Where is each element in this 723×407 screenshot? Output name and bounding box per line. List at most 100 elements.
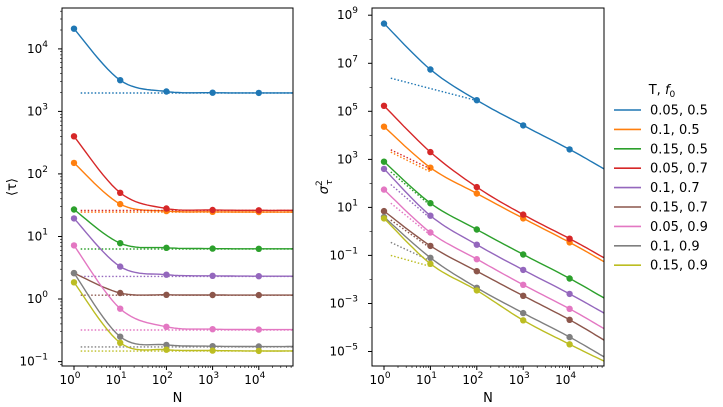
series-0.15-0.9	[380, 215, 604, 362]
data-point	[117, 305, 124, 312]
y-tick-label: 101	[27, 227, 48, 243]
y-tick-label: 103	[27, 102, 48, 118]
data-point	[427, 254, 434, 261]
data-point	[70, 215, 78, 222]
data-point	[163, 205, 170, 212]
data-point	[427, 148, 434, 156]
data-point	[117, 263, 124, 270]
data-point	[520, 317, 527, 324]
legend-entry: 0.15, 0.9	[614, 259, 708, 274]
data-point	[209, 272, 216, 279]
data-point	[520, 292, 527, 299]
data-point	[520, 266, 527, 274]
data-point	[255, 273, 262, 280]
data-point	[520, 281, 527, 288]
data-point	[566, 316, 573, 323]
legend-label: 0.05, 0.9	[650, 220, 708, 235]
data-point	[70, 133, 78, 140]
data-point	[380, 186, 388, 193]
series-line	[73, 162, 293, 213]
data-point	[255, 207, 262, 214]
plot-area	[70, 25, 293, 355]
data-point	[427, 164, 434, 171]
data-point	[70, 269, 78, 277]
legend-label: 0.1, 0.9	[650, 239, 700, 254]
data-point	[117, 333, 124, 340]
data-point	[163, 88, 170, 95]
data-point	[520, 211, 527, 218]
data-point	[70, 25, 78, 32]
right-panel: 100 101 102 103 104 10−5 10−3 10−1 101 103 105 107 1…	[315, 6, 605, 406]
data-point	[380, 20, 388, 27]
data-point	[70, 206, 78, 213]
data-point	[473, 226, 480, 233]
y-tick-label: 103	[337, 150, 358, 166]
series-0.05-0.5	[70, 25, 293, 97]
y-axis-label: σ2τ	[315, 179, 335, 194]
asymptote-line	[390, 219, 431, 249]
axes: 100 101 102 103 104 10−1 100 101 102 103 104 N ⟨τ⟩	[5, 7, 294, 406]
data-point	[427, 66, 434, 73]
series-line	[383, 217, 604, 362]
data-point	[520, 251, 527, 258]
series-0.05-0.7	[380, 102, 604, 259]
data-point	[163, 271, 170, 278]
x-tick-label: 104	[244, 371, 265, 387]
legend-label: 0.15, 0.9	[650, 259, 708, 274]
data-point	[117, 77, 124, 84]
legend-label: 0.1, 0.5	[650, 123, 700, 138]
data-point	[427, 200, 434, 207]
data-point	[117, 240, 124, 247]
y-tick-label: 10−1	[329, 246, 358, 262]
legend-entry: 0.05, 0.9	[614, 220, 708, 235]
legend-entry: 0.1, 0.9	[614, 239, 700, 254]
y-tick-label: 102	[27, 165, 48, 181]
series-0.1-0.9	[70, 269, 293, 350]
legend-label: 0.15, 0.5	[650, 142, 708, 157]
y-tick-label: 105	[337, 102, 358, 118]
series-line	[73, 135, 293, 212]
data-point	[255, 347, 262, 355]
data-point	[380, 215, 388, 222]
y-tick-label: 109	[337, 6, 358, 22]
asymptote-line	[390, 171, 431, 207]
legend-label: 0.05, 0.7	[650, 162, 708, 177]
data-point	[473, 190, 480, 197]
legend-entry: 0.05, 0.5	[614, 104, 708, 119]
data-point	[163, 244, 170, 251]
data-point	[566, 235, 573, 242]
data-point	[380, 165, 388, 173]
legend-entry: 0.05, 0.7	[614, 162, 708, 177]
data-point	[566, 305, 573, 312]
data-point	[117, 339, 124, 346]
data-point	[380, 207, 388, 215]
x-axis-label: N	[483, 391, 493, 406]
series-0.15-0.5	[380, 158, 604, 299]
data-point	[473, 97, 480, 104]
data-point	[520, 309, 527, 317]
data-point	[255, 343, 262, 350]
data-point	[70, 159, 78, 167]
series-line	[383, 216, 604, 358]
series-0.1-0.7	[70, 215, 293, 280]
data-point	[473, 256, 480, 263]
data-point	[566, 275, 573, 282]
data-point	[255, 291, 262, 299]
x-tick-label: 101	[416, 371, 437, 387]
y-tick-label: 107	[337, 54, 358, 70]
y-tick-label: 104	[27, 40, 48, 56]
series-line	[383, 210, 604, 341]
asymptote-line	[390, 183, 431, 219]
series-0.15-0.9	[70, 279, 293, 355]
data-point	[566, 341, 573, 348]
data-point	[70, 279, 78, 286]
data-point	[209, 291, 216, 299]
data-point	[117, 189, 124, 196]
x-tick-label: 100	[370, 371, 391, 387]
y-tick-label: 10−1	[19, 353, 48, 369]
series-0.15-0.7	[380, 207, 604, 341]
series-0.1-0.7	[380, 165, 604, 314]
legend-label: 0.15, 0.7	[650, 201, 708, 216]
left-panel: 100 101 102 103 104 10−1 100 101 102 103 104 N ⟨τ⟩	[5, 7, 294, 406]
